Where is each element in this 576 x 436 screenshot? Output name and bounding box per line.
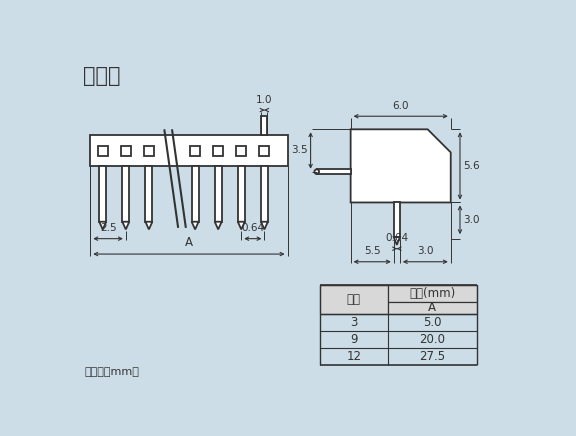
Bar <box>215 166 222 222</box>
Polygon shape <box>145 222 153 229</box>
Bar <box>388 285 477 302</box>
Text: 3: 3 <box>350 316 357 329</box>
Bar <box>144 146 154 156</box>
Bar <box>190 146 200 156</box>
Bar <box>262 116 267 136</box>
Text: A: A <box>185 236 193 249</box>
Bar <box>320 285 388 314</box>
Polygon shape <box>238 222 245 229</box>
Text: 芯数: 芯数 <box>347 293 361 306</box>
Bar <box>121 146 131 156</box>
Polygon shape <box>261 222 268 229</box>
Polygon shape <box>99 222 106 229</box>
Bar <box>317 169 351 174</box>
Bar <box>394 202 400 237</box>
Polygon shape <box>122 222 129 229</box>
Ellipse shape <box>314 169 319 174</box>
Bar <box>259 146 270 156</box>
Bar <box>99 166 106 222</box>
Text: 0.64: 0.64 <box>385 233 408 243</box>
Bar <box>213 146 223 156</box>
Bar <box>238 166 245 222</box>
Polygon shape <box>215 222 222 229</box>
Text: 5.0: 5.0 <box>423 316 442 329</box>
Text: 20.0: 20.0 <box>419 333 445 346</box>
Text: （単位：mm）: （単位：mm） <box>84 367 139 377</box>
Bar <box>90 136 287 166</box>
Text: 9: 9 <box>350 333 358 346</box>
Text: 3.0: 3.0 <box>463 215 480 225</box>
Text: 2.5: 2.5 <box>100 223 116 233</box>
Polygon shape <box>351 129 451 202</box>
Bar <box>261 166 268 222</box>
Text: 5.5: 5.5 <box>364 246 381 256</box>
Text: 寸法(mm): 寸法(mm) <box>409 287 456 300</box>
Bar <box>388 302 477 314</box>
Text: 3.0: 3.0 <box>417 246 434 256</box>
Bar <box>122 166 129 222</box>
Text: 3.5: 3.5 <box>291 146 308 156</box>
Text: 1.0: 1.0 <box>256 95 272 105</box>
Text: 27.5: 27.5 <box>419 350 445 363</box>
Bar <box>145 166 153 222</box>
Text: 12: 12 <box>346 350 361 363</box>
Text: 6.0: 6.0 <box>392 101 409 111</box>
Polygon shape <box>192 222 199 229</box>
Bar <box>236 146 247 156</box>
Bar <box>98 146 108 156</box>
Bar <box>192 166 199 222</box>
Text: 外形図: 外形図 <box>83 66 120 86</box>
Polygon shape <box>394 237 400 245</box>
Text: 5.6: 5.6 <box>463 161 480 171</box>
Text: 0.64: 0.64 <box>241 223 264 233</box>
Text: A: A <box>429 301 436 314</box>
